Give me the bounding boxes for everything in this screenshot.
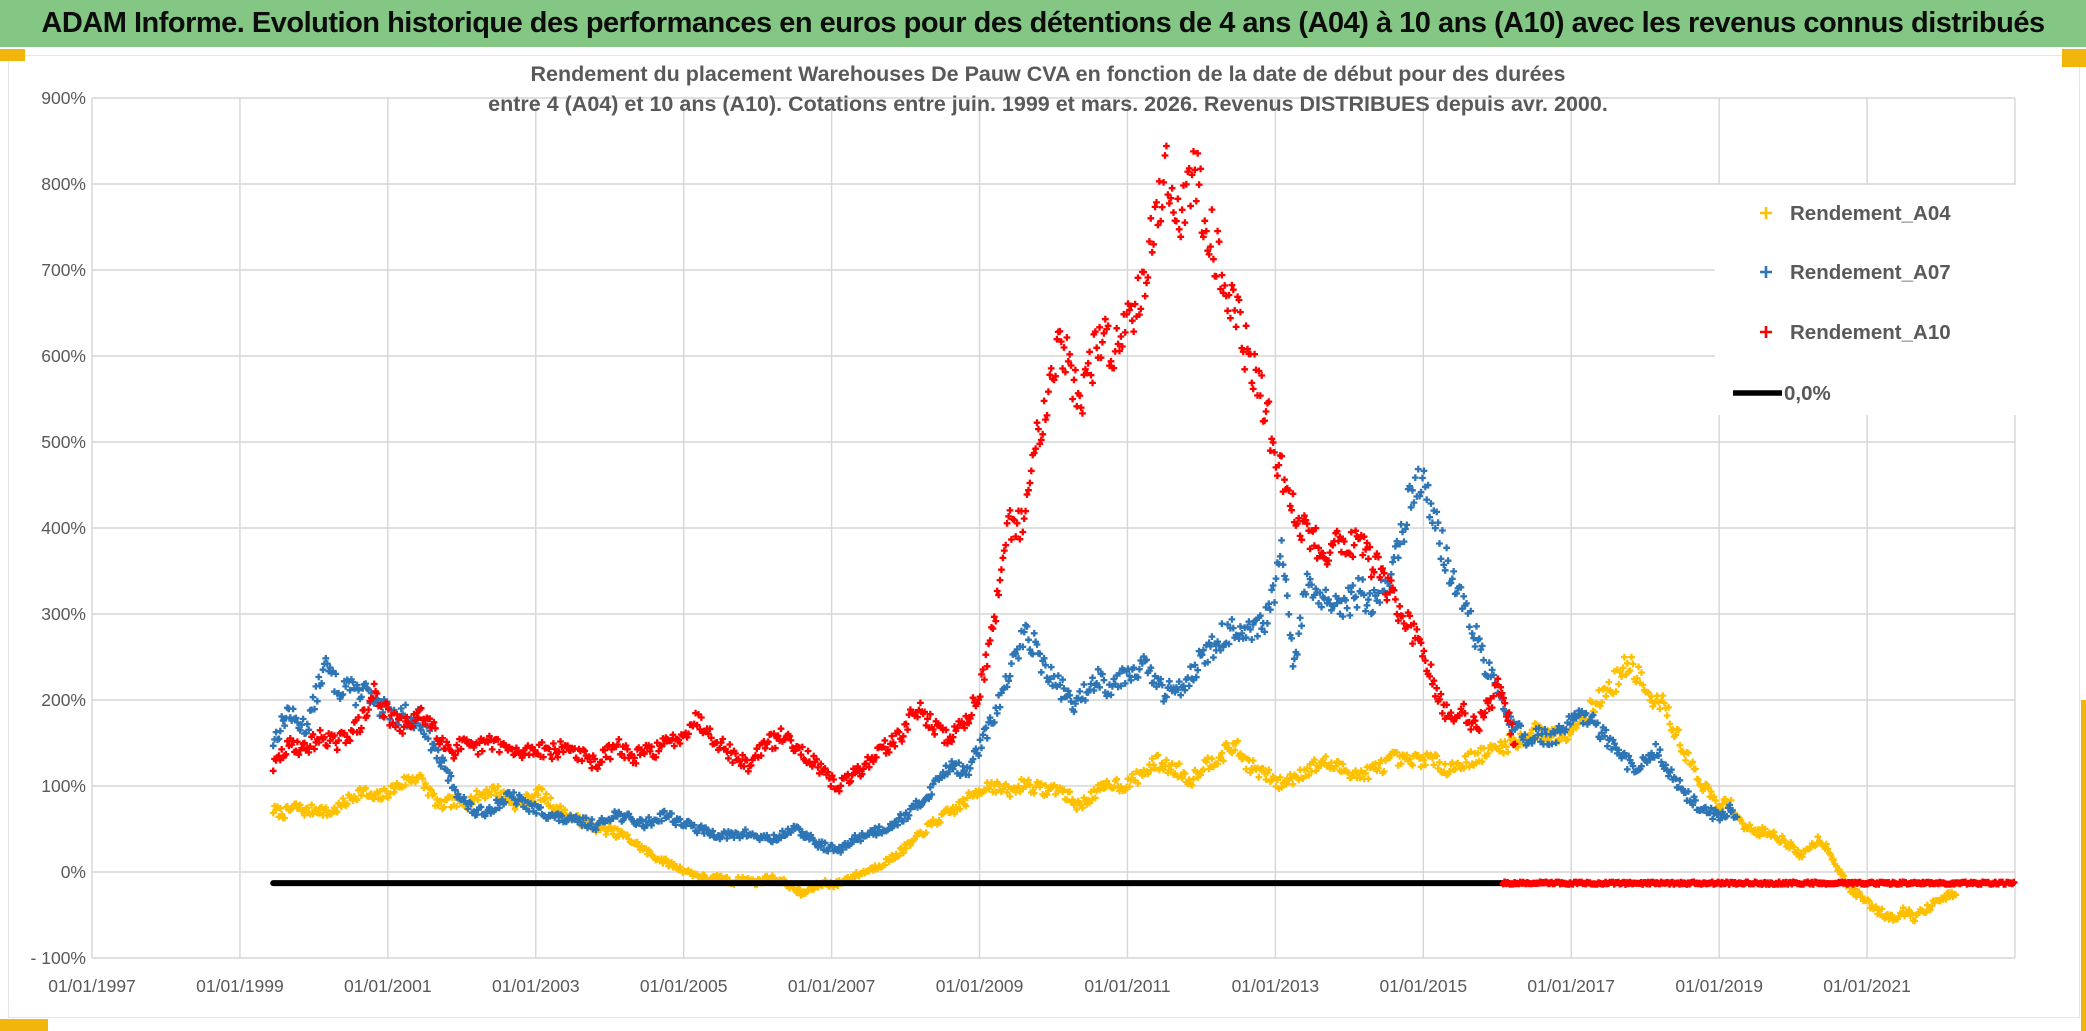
x-axis-tick-label: 01/01/2011 bbox=[1084, 976, 1170, 996]
y-axis-tick-label: - 100% bbox=[31, 948, 86, 968]
chart-title-line1: Rendement du placement Warehouses De Pau… bbox=[531, 62, 1566, 86]
y-axis-tick-label: 200% bbox=[41, 690, 86, 710]
x-axis-tick-label: 01/01/2015 bbox=[1380, 976, 1468, 996]
axis-tick-labels: 01/01/1997 01/01/1999 01/01/2001 01/01/2003… bbox=[31, 88, 1911, 996]
x-axis-tick-label: 01/01/2013 bbox=[1232, 976, 1320, 996]
legend-label: Rendement_A10 bbox=[1790, 321, 1951, 344]
x-axis-tick-label: 01/01/2003 bbox=[492, 976, 580, 996]
reference-lines bbox=[270, 878, 2018, 888]
legend-background bbox=[1715, 185, 2075, 415]
x-axis-tick-label: 01/01/2017 bbox=[1527, 976, 1615, 996]
scrollbar-bottom-thumb[interactable] bbox=[0, 1019, 48, 1031]
y-axis-tick-label: 900% bbox=[41, 88, 86, 108]
legend-label: 0,0% bbox=[1784, 382, 1831, 405]
x-axis-tick-label: 01/01/2009 bbox=[936, 976, 1024, 996]
y-axis-tick-label: 300% bbox=[41, 604, 86, 624]
x-axis-tick-label: 01/01/2005 bbox=[640, 976, 728, 996]
y-axis-tick-label: 700% bbox=[41, 260, 86, 280]
legend: Rendement_A04 Rendement_A07 Rendement_A10 0… bbox=[1715, 185, 2075, 415]
y-axis-tick-label: 600% bbox=[41, 346, 86, 366]
legend-marker-Rendement_A07 bbox=[1760, 266, 1772, 278]
x-axis-tick-label: 01/01/2007 bbox=[788, 976, 876, 996]
y-axis-tick-label: 400% bbox=[41, 518, 86, 538]
scrollbar-right-thumb[interactable] bbox=[2081, 700, 2086, 1031]
series-tail-Rendement_A10 bbox=[1499, 878, 2018, 888]
legend-marker-Rendement_A10 bbox=[1760, 326, 1772, 338]
y-axis-tick-label: 0% bbox=[61, 862, 86, 882]
data-series bbox=[269, 142, 1960, 925]
accent-top-right bbox=[2062, 49, 2086, 67]
y-axis-tick-label: 500% bbox=[41, 432, 86, 452]
legend-label: Rendement_A07 bbox=[1790, 261, 1951, 284]
legend-label: Rendement_A04 bbox=[1790, 202, 1951, 225]
series-Rendement_A10 bbox=[269, 142, 1519, 795]
x-axis-tick-label: 01/01/1997 bbox=[48, 976, 136, 996]
y-axis-tick-label: 800% bbox=[41, 174, 86, 194]
x-axis-tick-label: 01/01/2021 bbox=[1823, 976, 1911, 996]
accent-top-left bbox=[0, 49, 25, 61]
series-Rendement_A07 bbox=[269, 465, 1741, 856]
x-axis-tick-label: 01/01/2019 bbox=[1675, 976, 1763, 996]
x-axis-tick-label: 01/01/2001 bbox=[344, 976, 432, 996]
header-bar: ADAM Informe. Evolution historique des p… bbox=[0, 0, 2086, 47]
legend-marker-Rendement_A04 bbox=[1760, 207, 1772, 219]
page-title: ADAM Informe. Evolution historique des p… bbox=[41, 7, 2045, 39]
y-axis-tick-label: 100% bbox=[41, 776, 86, 796]
chart-title-line2: entre 4 (A04) et 10 ans (A10). Cotations… bbox=[488, 92, 1608, 116]
x-axis-tick-label: 01/01/1999 bbox=[196, 976, 284, 996]
